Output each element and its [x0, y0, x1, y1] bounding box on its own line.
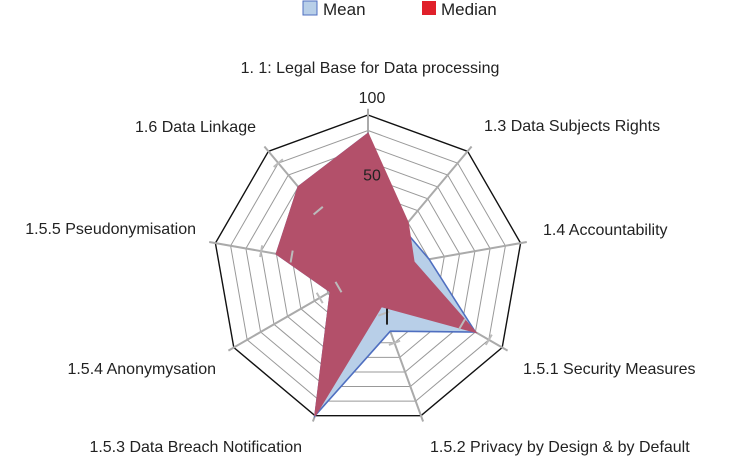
error-bar-cap: [259, 245, 264, 258]
error-bar-cap: [315, 292, 324, 304]
grid-ring: [230, 129, 506, 402]
tick-labels: 50 100: [359, 90, 386, 185]
error-bar-cap: [334, 281, 343, 293]
category-label: 1.3 Data Subjects Rights: [484, 118, 660, 135]
tick-label: 100: [359, 90, 386, 107]
error-bar-cap: [388, 339, 401, 346]
legend-swatch-mean: [302, 0, 318, 16]
error-bar-cap: [289, 250, 294, 263]
radar-series: [275, 132, 478, 419]
error-bar-cap: [273, 158, 284, 168]
legend-label-median: Median: [441, 0, 497, 19]
legend: Mean Median: [302, 0, 497, 19]
error-bars: [259, 158, 493, 346]
legend-swatch-median: [422, 1, 436, 15]
category-label: 1.6 Data Linkage: [135, 119, 256, 136]
category-label: 1.5.5 Pseudonymisation: [25, 221, 196, 238]
category-label: 1.5.3 Data Breach Notification: [89, 439, 302, 456]
series-area-median: [275, 132, 478, 417]
legend-label-mean: Mean: [323, 0, 366, 19]
axis-labels: 1. 1: Legal Base for Data processing 1.3 …: [25, 60, 695, 456]
category-label: 1.4 Accountability: [543, 222, 668, 239]
grid-ring: [214, 114, 522, 417]
error-bar-cap: [312, 206, 324, 216]
error-bar-cap: [458, 318, 466, 330]
grid-ring: [245, 145, 491, 387]
grid-ring: [260, 160, 476, 373]
category-label: 1.5.4 Anonymysation: [67, 361, 216, 378]
tick-label: 50: [363, 168, 381, 185]
category-label: 1. 1: Legal Base for Data processing: [241, 60, 500, 77]
category-label: 1.5.1 Security Measures: [523, 361, 696, 378]
category-label: 1.5.2 Privacy by Design & by Default: [430, 439, 690, 456]
error-bar-cap: [484, 334, 493, 346]
